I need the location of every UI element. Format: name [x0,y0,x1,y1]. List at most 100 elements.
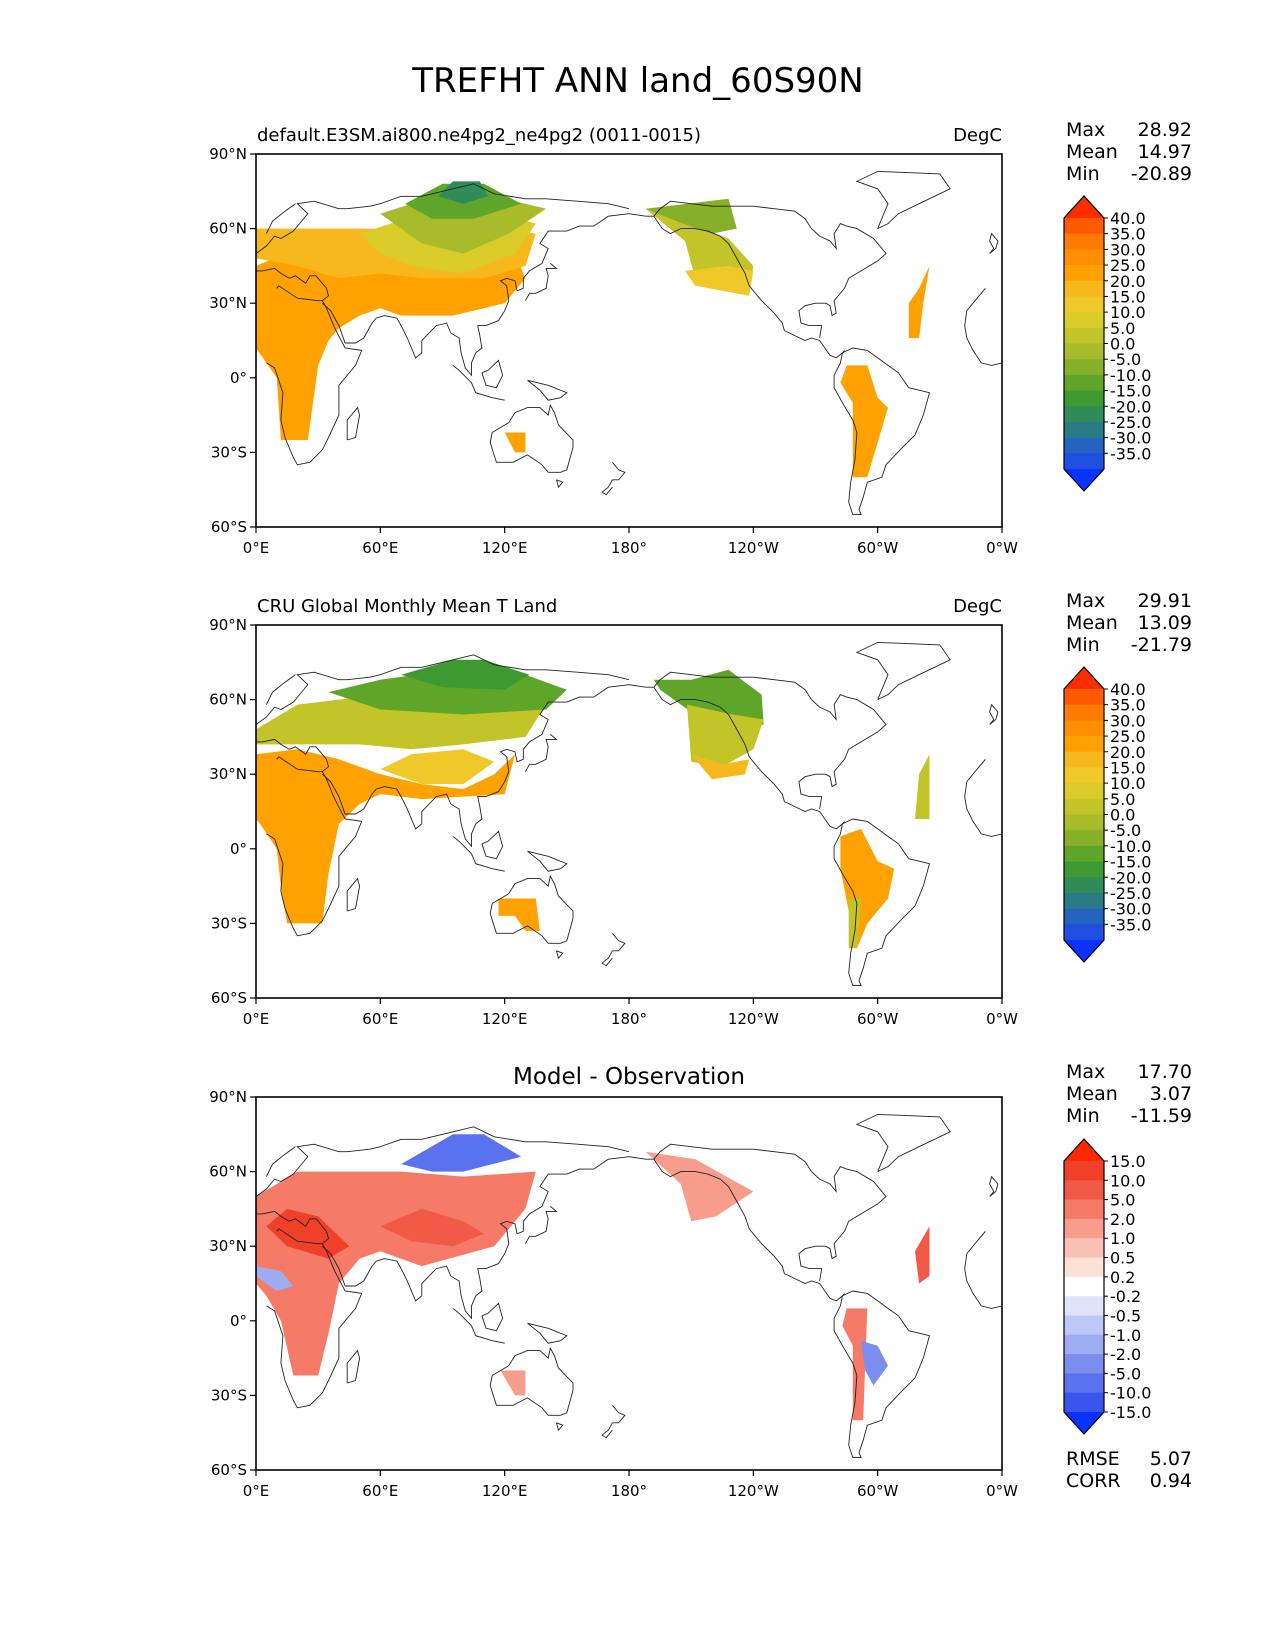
data-region-9 [915,1226,930,1284]
colorbar-segment [1064,704,1104,721]
colorbar-segment [1064,343,1104,360]
x-tick-label: 60°E [362,1482,398,1500]
colorbar-extend-max [1064,1139,1104,1161]
x-tick-label: 0°W [986,1010,1018,1028]
data-region-6 [653,669,764,725]
colorbar-label: -2.0 [1110,1345,1141,1364]
stat-mean-label: Mean [1066,141,1118,163]
coastline-17 [833,818,931,987]
colorbar-label: 25.0 [1110,256,1146,275]
y-tick-label: 60°N [209,220,247,238]
stat-max-value: 29.91 [1138,590,1192,612]
map-background [256,1097,1002,1470]
coastline-7 [452,1308,505,1344]
data-region-10 [848,898,862,949]
data-region-8 [500,1370,526,1396]
coastline-18 [989,703,999,725]
coastline-12 [612,1405,626,1424]
data-region-4 [401,1134,522,1172]
x-tick-label: 0°W [986,539,1018,557]
y-tick-label: 60°S [211,1461,247,1479]
coastline-16 [855,1113,951,1173]
y-tick-label: 30°S [211,914,247,932]
coastline-1 [964,1231,1002,1309]
colorbar-label: 10.0 [1110,774,1146,793]
data-region-11 [504,432,526,453]
stats-box: Max 28.92 Mean 14.97 Min -20.89 [1066,119,1192,185]
colorbar-segment [1064,924,1104,941]
coastline-11 [556,950,564,960]
colorbar-label: -0.2 [1110,1287,1141,1306]
y-tick-label: 0° [230,840,247,858]
data-region-10 [840,365,888,478]
colorbar-label: 0.0 [1110,335,1135,354]
colorbar-segment [1064,280,1104,297]
colorbar-label: 15.0 [1110,287,1146,306]
panel-units: DegC [953,125,1002,146]
stat-min-label: Min [1066,1105,1100,1127]
colorbar-label: 5.0 [1110,1191,1135,1210]
data-regions [256,1134,930,1421]
colorbar-segment [1064,1199,1104,1220]
coastline-6 [525,1206,558,1244]
x-tick-label: 120°E [482,539,528,557]
coastline-16 [855,641,951,701]
stat-mean-value: 13.09 [1138,612,1192,634]
metrics-box: RMSE 5.07 CORR 0.94 [1066,1448,1192,1492]
data-region-0 [256,749,515,924]
coastline-14 [653,686,845,830]
colorbar-segment [1064,783,1104,800]
coastline-13 [601,1422,613,1439]
colorbar-label: 0.0 [1110,806,1135,825]
coastline-5 [321,213,630,377]
x-tick-label: 180° [611,539,647,557]
colorbar-segment [1064,327,1104,344]
panel-difference: Model - Observation 0°E 60°E 120°E 180° 120°… [209,1061,1192,1500]
stat-min-label: Min [1066,163,1100,185]
coastline-18 [989,1175,999,1197]
stat-mean-value: 14.97 [1138,141,1192,163]
coastline-2 [256,738,330,773]
colorbar-segment [1064,1373,1104,1394]
colorbar-label: 25.0 [1110,727,1146,746]
coastline-3 [256,654,630,725]
colorbar-label: 10.0 [1110,303,1146,322]
colorbar-segment [1064,767,1104,784]
y-tick-label: 0° [230,1312,247,1330]
colorbar-segment [1064,1334,1104,1355]
coastline-1 [964,288,1002,366]
coastline-8 [481,830,504,860]
colorbar-label: 5.0 [1110,790,1135,809]
coastline-9 [527,379,568,401]
coastline-3 [256,1126,630,1197]
coastline-2 [256,267,330,302]
x-ticks: 0°E 60°E 120°E 180° 120°W 60°W 0°W [243,1470,1018,1500]
coastline-10 [489,1346,574,1416]
panel-title: default.E3SM.ai800.ne4pg2_ne4pg2 (0011-0… [257,125,701,146]
colorbar-label: -15.0 [1110,1403,1151,1422]
colorbar-label: -25.0 [1110,884,1151,903]
x-tick-label: 120°W [728,1010,779,1028]
colorbar-label: -20.0 [1110,397,1151,416]
colorbar-label: 10.0 [1110,1171,1146,1190]
colorbar-segment [1064,312,1104,329]
colorbar-label: -10.0 [1110,837,1151,856]
coastline-14 [653,1158,845,1302]
colorbar-extend-min [1064,940,1104,962]
colorbar-label: -5.0 [1110,350,1141,369]
colorbar-label: -15.0 [1110,382,1151,401]
colorbar-segment [1064,845,1104,863]
stat-max-value: 28.92 [1138,119,1192,141]
colorbar-label: -10.0 [1110,1384,1151,1403]
colorbar-label: -15.0 [1110,853,1151,872]
y-tick-label: 30°N [209,765,247,783]
data-region-6 [908,265,930,338]
coastline-1 [964,759,1002,837]
colorbar-segment [1064,406,1104,423]
coastline-10 [489,874,574,944]
colorbar-label: 5.0 [1110,319,1135,338]
data-region-5 [645,1151,754,1222]
colorbar-segment [1064,1180,1104,1201]
y-tick-label: 90°N [209,1088,247,1106]
colorbar-label: 40.0 [1110,680,1146,699]
